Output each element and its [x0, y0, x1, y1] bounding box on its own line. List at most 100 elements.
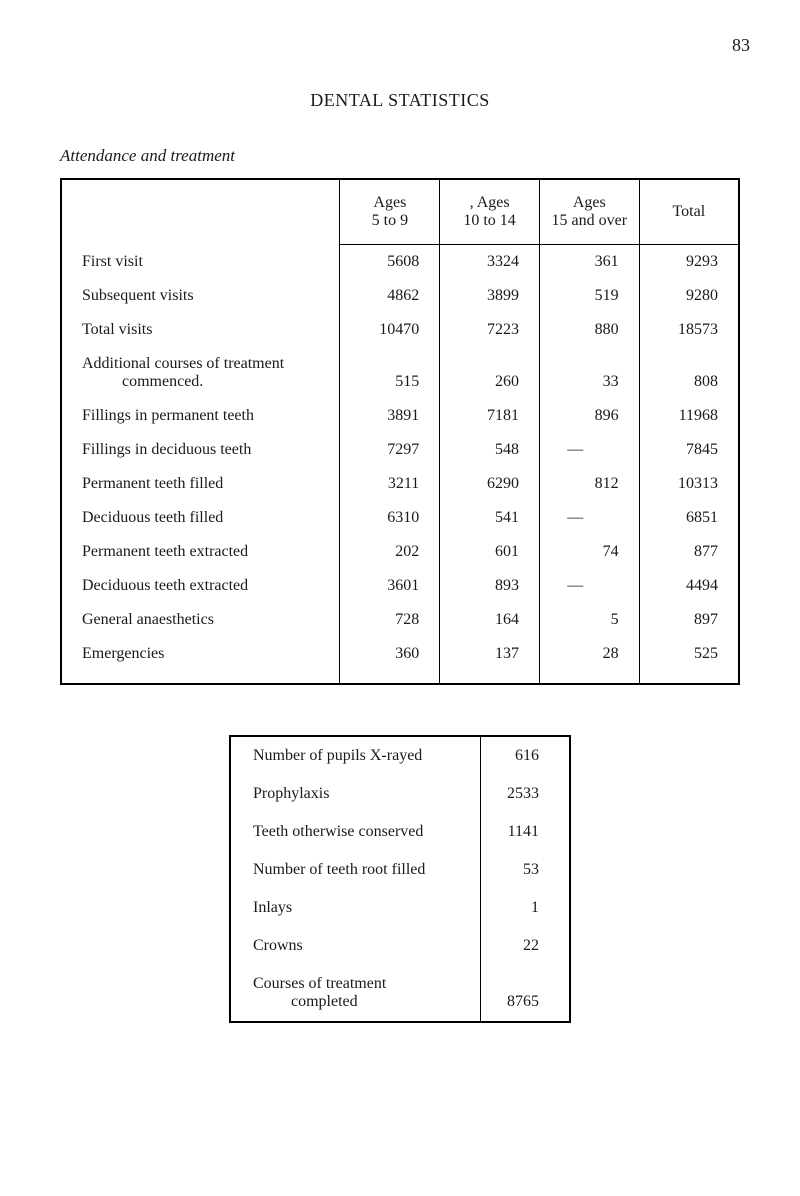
table-row: Deciduous teeth extracted3601893—4494 — [61, 569, 739, 603]
header-total: Total — [639, 179, 739, 245]
table-row: Additional courses of treatment — [61, 347, 739, 373]
table-header-row: Ages5 to 9 , Ages10 to 14 Ages15 and ove… — [61, 179, 739, 245]
row-value: 7223 — [440, 313, 540, 347]
row-label: Fillings in deciduous teeth — [61, 433, 340, 467]
row-value: 6851 — [639, 501, 739, 535]
row-label: Number of pupils X-rayed — [230, 736, 480, 775]
table-row: Subsequent visits486238995199280 — [61, 279, 739, 313]
row-value — [340, 347, 440, 373]
section-subtitle: Attendance and treatment — [60, 146, 740, 166]
row-value: 877 — [639, 535, 739, 569]
row-value: 7845 — [639, 433, 739, 467]
row-value — [480, 965, 570, 993]
row-value: 896 — [539, 399, 639, 433]
row-value: 9280 — [639, 279, 739, 313]
row-value: 53 — [480, 851, 570, 889]
row-value: 7181 — [440, 399, 540, 433]
table-row: Courses of treatment — [230, 965, 570, 993]
row-value: 3324 — [440, 245, 540, 280]
table-row: Deciduous teeth filled6310541—6851 — [61, 501, 739, 535]
row-label: General anaesthetics — [61, 603, 340, 637]
row-label: Courses of treatment — [230, 965, 480, 993]
table-row: Number of pupils X-rayed616 — [230, 736, 570, 775]
row-value: — — [539, 433, 639, 467]
row-value: 3211 — [340, 467, 440, 501]
row-value: 6310 — [340, 501, 440, 535]
header-blank — [61, 179, 340, 245]
row-value: 4494 — [639, 569, 739, 603]
row-value: 4862 — [340, 279, 440, 313]
table-row: Fillings in permanent teeth3891718189611… — [61, 399, 739, 433]
row-label: Teeth otherwise conserved — [230, 813, 480, 851]
row-value: 361 — [539, 245, 639, 280]
row-value: 6290 — [440, 467, 540, 501]
row-value: 28 — [539, 637, 639, 671]
row-value: 515 — [340, 373, 440, 399]
table-row: Prophylaxis2533 — [230, 775, 570, 813]
row-label: Permanent teeth filled — [61, 467, 340, 501]
row-value: 260 — [440, 373, 540, 399]
row-value: 137 — [440, 637, 540, 671]
row-label: Prophylaxis — [230, 775, 480, 813]
row-value: 74 — [539, 535, 639, 569]
row-value: 164 — [440, 603, 540, 637]
row-value — [639, 347, 739, 373]
row-label: commenced. — [61, 373, 340, 399]
row-label: First visit — [61, 245, 340, 280]
table-row: completed8765 — [230, 993, 570, 1022]
table-row: Crowns22 — [230, 927, 570, 965]
table-row: Total visits10470722388018573 — [61, 313, 739, 347]
row-value: 3899 — [440, 279, 540, 313]
row-value: 812 — [539, 467, 639, 501]
row-value: 5608 — [340, 245, 440, 280]
row-label: Deciduous teeth filled — [61, 501, 340, 535]
row-value: 616 — [480, 736, 570, 775]
table-row: Inlays1 — [230, 889, 570, 927]
table-row: General anaesthetics7281645897 — [61, 603, 739, 637]
row-label: Emergencies — [61, 637, 340, 671]
row-value: 5 — [539, 603, 639, 637]
header-ages-10-14: , Ages10 to 14 — [440, 179, 540, 245]
header-ages-15-over: Ages15 and over — [539, 179, 639, 245]
row-value: 10313 — [639, 467, 739, 501]
row-label: Additional courses of treatment — [61, 347, 340, 373]
table-row: Permanent teeth filled3211629081210313 — [61, 467, 739, 501]
table-row: Number of teeth root filled53 — [230, 851, 570, 889]
table-row: Permanent teeth extracted20260174877 — [61, 535, 739, 569]
table-row: Emergencies36013728525 — [61, 637, 739, 671]
row-value: 9293 — [639, 245, 739, 280]
attendance-treatment-table: Ages5 to 9 , Ages10 to 14 Ages15 and ove… — [60, 178, 740, 685]
row-value: 202 — [340, 535, 440, 569]
summary-table: Number of pupils X-rayed616Prophylaxis25… — [229, 735, 571, 1023]
row-label: Crowns — [230, 927, 480, 965]
row-value: 897 — [639, 603, 739, 637]
row-label: Subsequent visits — [61, 279, 340, 313]
row-value: 601 — [440, 535, 540, 569]
page-number: 83 — [732, 35, 750, 56]
row-value: 18573 — [639, 313, 739, 347]
header-ages-5-9: Ages5 to 9 — [340, 179, 440, 245]
row-label: Number of teeth root filled — [230, 851, 480, 889]
row-label: completed — [230, 993, 480, 1022]
row-label: Deciduous teeth extracted — [61, 569, 340, 603]
row-value: 541 — [440, 501, 540, 535]
table-row: commenced.51526033808 — [61, 373, 739, 399]
table-row: Fillings in deciduous teeth7297548—7845 — [61, 433, 739, 467]
row-value: 1141 — [480, 813, 570, 851]
row-value: 548 — [440, 433, 540, 467]
row-value: 3891 — [340, 399, 440, 433]
row-value: 7297 — [340, 433, 440, 467]
row-value — [539, 347, 639, 373]
row-value: 2533 — [480, 775, 570, 813]
row-value: 360 — [340, 637, 440, 671]
row-value: — — [539, 569, 639, 603]
row-value: — — [539, 501, 639, 535]
row-label: Total visits — [61, 313, 340, 347]
row-value: 893 — [440, 569, 540, 603]
row-value: 808 — [639, 373, 739, 399]
row-value: 8765 — [480, 993, 570, 1022]
row-value: 728 — [340, 603, 440, 637]
row-label: Permanent teeth extracted — [61, 535, 340, 569]
row-value: 22 — [480, 927, 570, 965]
row-value: 11968 — [639, 399, 739, 433]
